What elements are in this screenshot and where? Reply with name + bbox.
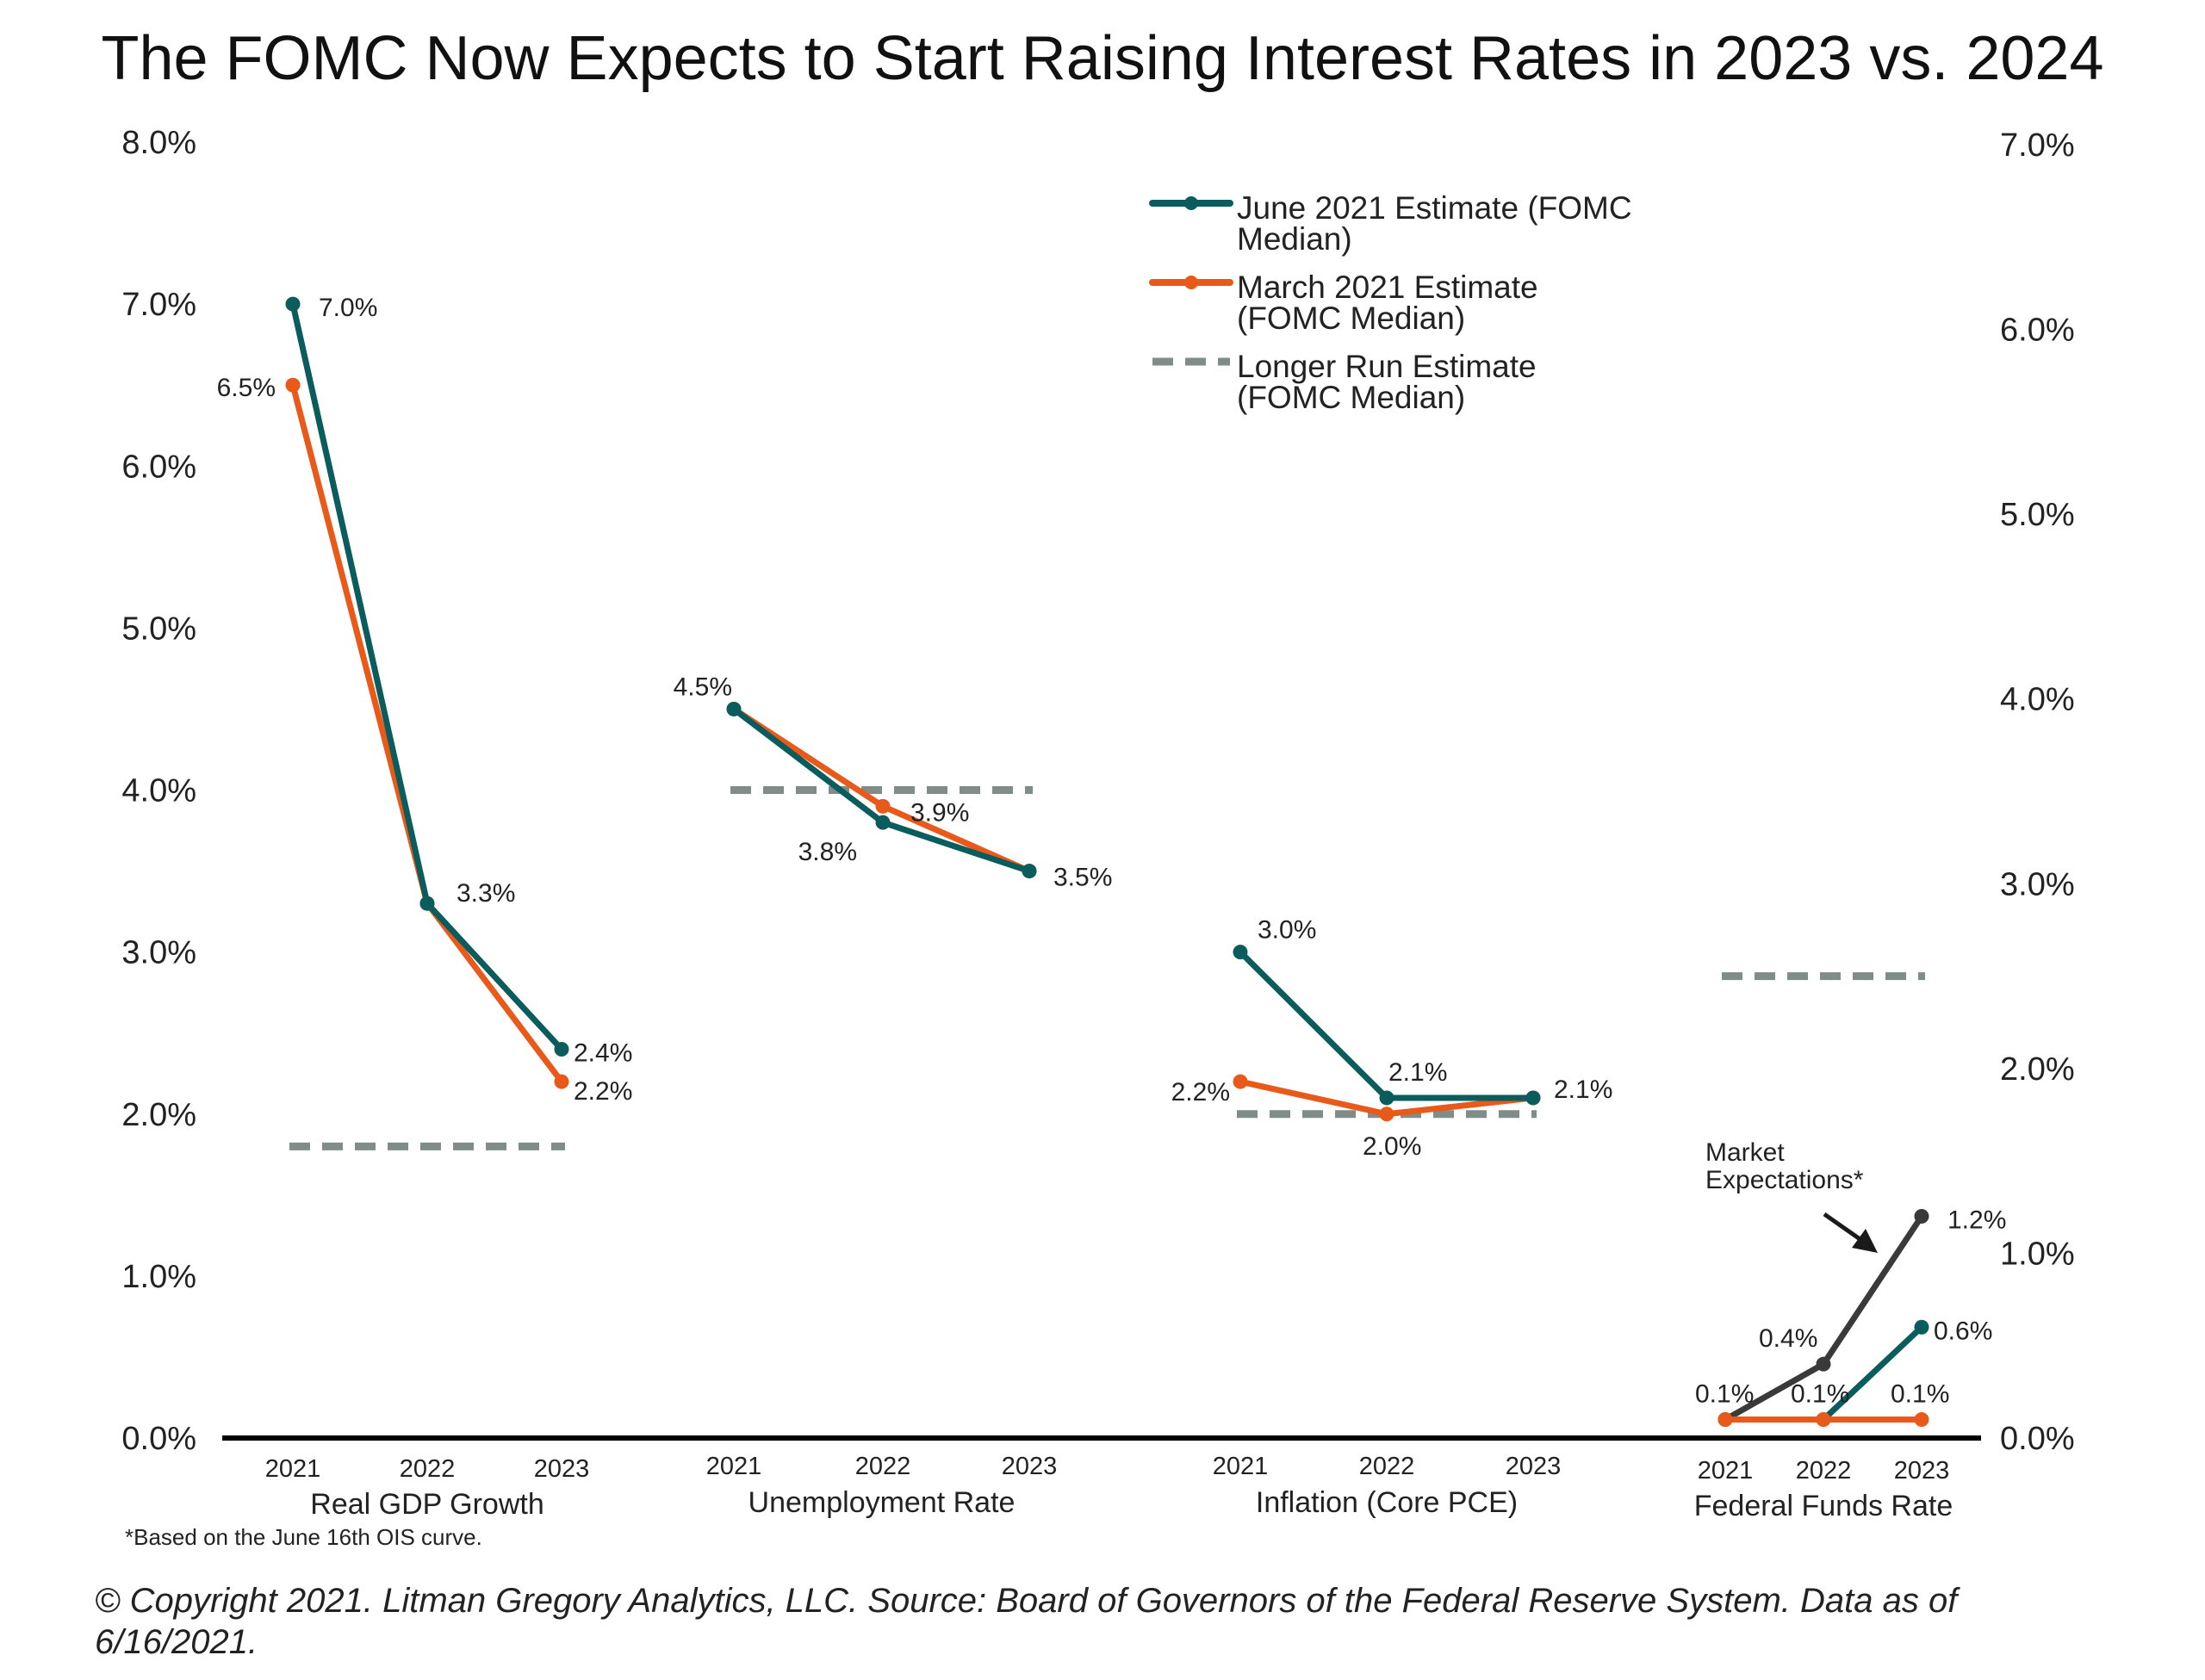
data-label-march: 2.2% <box>1171 1078 1230 1107</box>
chart-title: The FOMC Now Expects to Start Raising In… <box>101 24 2103 93</box>
left-axis-tick-label: 7.0% <box>121 287 196 323</box>
data-label-june: 3.5% <box>1053 864 1112 892</box>
market-annotation-arrowhead <box>1852 1229 1878 1253</box>
market-annotation-label-1: Market <box>1705 1138 1785 1167</box>
data-point-june <box>726 701 742 716</box>
series-line-june <box>1237 949 1537 1101</box>
legend-longer-label-2: (FOMC Median) <box>1237 380 1465 415</box>
group-label: Unemployment Rate <box>748 1486 1016 1519</box>
market-annotation-label-2: Expectations* <box>1705 1166 1864 1194</box>
right-axis-tick-label: 1.0% <box>2000 1236 2075 1272</box>
x-tick-label: 2021 <box>1213 1453 1269 1480</box>
x-tick-label: 2022 <box>1796 1457 1852 1485</box>
data-point-june <box>554 1042 569 1057</box>
data-point-march <box>1379 1107 1394 1122</box>
footnote: *Based on the June 16th OIS curve. <box>125 1524 482 1550</box>
legend-longer-label-1: Longer Run Estimate <box>1237 349 1537 384</box>
left-axis-tick-label: 4.0% <box>121 773 196 809</box>
left-axis-tick-label: 3.0% <box>121 935 196 971</box>
data-point-market <box>1816 1356 1831 1372</box>
legend-march-label-2: (FOMC Median) <box>1237 301 1465 336</box>
right-axis-tick-label: 4.0% <box>2000 682 2075 718</box>
data-point-june <box>1379 1090 1394 1106</box>
data-label-march: 0.1% <box>1891 1380 1949 1409</box>
data-point-market <box>1914 1209 1929 1224</box>
left-axis-tick-label: 1.0% <box>121 1259 196 1295</box>
x-tick-label: 2023 <box>1002 1453 1058 1480</box>
data-label-march: 6.5% <box>217 374 276 402</box>
data-point-march <box>875 798 891 814</box>
data-label-june: 3.0% <box>1258 916 1316 945</box>
data-point-june <box>875 815 891 830</box>
group-label: Inflation (Core PCE) <box>1256 1486 1518 1519</box>
data-point-march <box>285 377 301 393</box>
data-label-market: 1.2% <box>1947 1206 2006 1235</box>
x-tick-label: 2021 <box>265 1455 321 1483</box>
left-axis-tick-label: 8.0% <box>121 125 196 161</box>
data-label-june: 3.3% <box>457 879 515 908</box>
data-point-march <box>554 1074 569 1089</box>
data-point-march <box>1233 1074 1248 1089</box>
legend-march-label-1: March 2021 Estimate <box>1237 270 1538 305</box>
x-tick-label: 2023 <box>1894 1457 1950 1485</box>
group-label: Federal Funds Rate <box>1694 1490 1953 1522</box>
data-label-march: 4.5% <box>674 673 732 701</box>
data-point-june <box>1914 1319 1929 1335</box>
data-point-march <box>1914 1412 1929 1428</box>
data-point-june <box>1233 945 1248 960</box>
legend-june-label-2: Median) <box>1237 221 1352 257</box>
x-tick-label: 2022 <box>855 1453 911 1480</box>
right-axis-tick-label: 5.0% <box>2000 497 2075 533</box>
right-axis-tick-label: 6.0% <box>2000 313 2075 349</box>
left-axis-tick-label: 0.0% <box>121 1421 196 1457</box>
group-label: Real GDP Growth <box>310 1488 543 1521</box>
right-axis-tick-label: 3.0% <box>2000 866 2075 902</box>
x-tick-label: 2021 <box>706 1453 762 1480</box>
data-label-june: 2.4% <box>574 1039 632 1068</box>
left-axis-tick-label: 5.0% <box>121 611 196 647</box>
footer-line-1: © Copyright 2021. Litman Gregory Analyti… <box>95 1582 1960 1620</box>
legend-june-label-1: June 2021 Estimate (FOMC <box>1237 190 1632 226</box>
data-label-june: 3.8% <box>798 838 857 866</box>
data-label-march: 3.9% <box>910 798 969 827</box>
plot-area: 0.0% 1.0% 2.0% 3.0% 4.0% 5.0% 6.0% 7.0% 8.0% 0.0%… <box>121 125 2074 1522</box>
x-tick-label: 2023 <box>534 1455 590 1483</box>
x-tick-label: 2021 <box>1698 1457 1754 1485</box>
right-axis-tick-label: 0.0% <box>2000 1421 2075 1457</box>
data-label-june: 7.0% <box>319 294 377 322</box>
data-point-june <box>419 896 435 911</box>
data-point-june <box>1525 1090 1541 1106</box>
data-label-market: 0.4% <box>1759 1324 1817 1353</box>
x-tick-label: 2023 <box>1506 1453 1562 1480</box>
legend: June 2021 Estimate (FOMC Median) March 2… <box>1149 190 1632 415</box>
data-label-march: 0.1% <box>1695 1380 1754 1409</box>
left-axis-tick-label: 2.0% <box>121 1097 196 1133</box>
right-axis-tick-label: 7.0% <box>2000 127 2075 164</box>
data-point-june <box>1022 864 1037 879</box>
left-axis-tick-label: 6.0% <box>121 449 196 485</box>
market-annotation: Market Expectations* <box>1705 1138 1878 1253</box>
data-label-march: 2.0% <box>1363 1132 1421 1161</box>
legend-march-marker <box>1184 276 1198 289</box>
data-label-june: 2.1% <box>1388 1058 1447 1087</box>
legend-june-marker <box>1184 196 1198 210</box>
series-line-june <box>289 301 565 1052</box>
data-point-march <box>1816 1412 1831 1428</box>
x-tick-label: 2022 <box>400 1455 456 1483</box>
data-label-june: 0.1% <box>1791 1380 1849 1409</box>
data-label-june: 2.1% <box>1554 1076 1612 1104</box>
data-point-june <box>285 296 301 312</box>
data-point-march <box>1717 1412 1733 1428</box>
data-label-march: 2.2% <box>574 1077 632 1106</box>
x-tick-label: 2022 <box>1359 1453 1415 1480</box>
right-axis-tick-label: 2.0% <box>2000 1051 2075 1088</box>
data-label-june: 0.6% <box>1934 1317 1992 1345</box>
footer-line-2: 6/16/2021. <box>95 1623 258 1661</box>
